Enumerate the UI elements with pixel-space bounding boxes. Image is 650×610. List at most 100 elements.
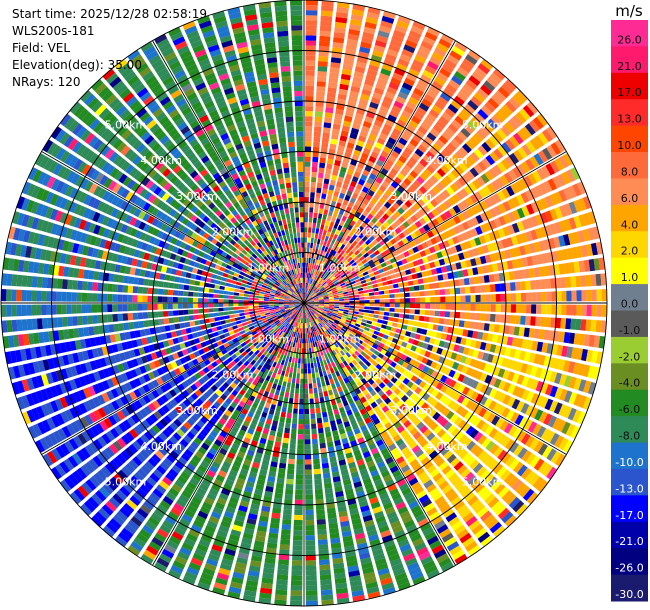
velocity-gate: [404, 308, 410, 314]
velocity-gate: [319, 564, 331, 571]
velocity-gate: [364, 306, 370, 310]
velocity-gate: [533, 153, 544, 166]
velocity-gate: [341, 215, 347, 222]
velocity-gate: [327, 273, 333, 278]
velocity-gate: [306, 293, 309, 299]
velocity-gate: [379, 224, 387, 232]
velocity-gate: [317, 249, 321, 255]
velocity-gate: [329, 72, 339, 79]
velocity-gate: [361, 242, 368, 249]
velocity-gate: [529, 155, 540, 168]
velocity-gate: [369, 263, 376, 269]
velocity-gate: [438, 192, 447, 202]
velocity-gate: [462, 210, 470, 220]
velocity-gate: [512, 93, 525, 106]
velocity-gate: [349, 197, 357, 204]
velocity-gate: [379, 132, 388, 141]
velocity-gate: [422, 154, 432, 164]
velocity-gate: [317, 61, 328, 67]
velocity-gate: [329, 260, 334, 267]
velocity-gate: [428, 283, 435, 289]
velocity-gate: [305, 585, 318, 591]
velocity-gate: [424, 310, 430, 316]
velocity-gate: [530, 316, 536, 326]
velocity-gate: [326, 405, 333, 412]
velocity-gate: [314, 473, 322, 480]
velocity-gate: [465, 295, 471, 302]
velocity-gate: [460, 127, 471, 138]
velocity-gate: [457, 176, 467, 187]
velocity-gate: [314, 288, 319, 293]
velocity-gate: [305, 464, 312, 470]
velocity-gate: [408, 30, 422, 40]
velocity-gate: [282, 514, 292, 520]
velocity-gate: [327, 373, 333, 380]
velocity-gate: [314, 483, 323, 490]
velocity-gate: [484, 284, 491, 293]
velocity-gate: [368, 64, 379, 72]
velocity-gate: [307, 294, 311, 300]
velocity-gate: [320, 198, 326, 205]
velocity-gate: [290, 585, 303, 591]
velocity-gate: [317, 361, 321, 368]
velocity-gate: [333, 223, 339, 229]
velocity-gate: [294, 514, 303, 521]
velocity-gate: [319, 157, 326, 164]
velocity-gate: [362, 210, 369, 217]
velocity-gate: [315, 276, 319, 282]
velocity-gate: [324, 487, 333, 494]
velocity-gate: [428, 109, 440, 119]
velocity-gate: [360, 249, 367, 255]
velocity-gate: [307, 267, 310, 273]
velocity-gate: [305, 565, 317, 571]
velocity-gate: [295, 489, 303, 495]
velocity-gate: [470, 205, 479, 215]
velocity-gate: [304, 247, 307, 253]
velocity-gate: [573, 215, 582, 229]
velocity-gate: [596, 289, 602, 302]
velocity-gate: [279, 544, 290, 550]
velocity-gate: [451, 168, 461, 179]
velocity-gate: [319, 25, 332, 32]
velocity-gate: [470, 228, 478, 237]
velocity-gate: [354, 188, 361, 195]
velocity-gate: [391, 34, 404, 44]
velocity-gate: [477, 145, 488, 156]
velocity-gate: [462, 83, 475, 94]
velocity-gate: [492, 193, 502, 204]
velocity-gate: [296, 373, 300, 379]
velocity-gate: [344, 194, 351, 202]
velocity-gate: [470, 295, 476, 302]
velocity-gate: [304, 424, 310, 430]
velocity-gate: [504, 249, 512, 259]
velocity-gate: [536, 168, 547, 180]
velocity-gate: [294, 494, 303, 500]
velocity-gate: [304, 292, 306, 298]
velocity-gate: [407, 248, 415, 256]
velocity-gate: [449, 288, 456, 295]
velocity-gate: [382, 281, 388, 286]
velocity-gate: [309, 352, 313, 359]
velocity-gate: [484, 254, 492, 263]
velocity-gate: [417, 144, 427, 154]
velocity-gate: [595, 320, 602, 333]
velocity-gate: [295, 388, 299, 394]
velocity-gate: [310, 357, 314, 364]
velocity-gate: [290, 600, 303, 606]
velocity-gate: [295, 484, 303, 490]
velocity-gate: [297, 444, 304, 450]
velocity-gate: [501, 158, 511, 170]
velocity-gate: [485, 154, 496, 166]
velocity-gate: [310, 418, 316, 424]
velocity-gate: [478, 188, 487, 199]
velocity-gate: [425, 297, 431, 303]
velocity-gate: [386, 49, 399, 58]
velocity-gate: [334, 306, 340, 309]
velocity-gate: [294, 509, 303, 516]
velocity-gate: [362, 120, 372, 129]
velocity-gate: [409, 292, 415, 297]
velocity-gate: [274, 492, 283, 499]
velocity-gate: [327, 153, 335, 160]
velocity-gate: [326, 231, 331, 237]
velocity-gate: [426, 89, 438, 99]
